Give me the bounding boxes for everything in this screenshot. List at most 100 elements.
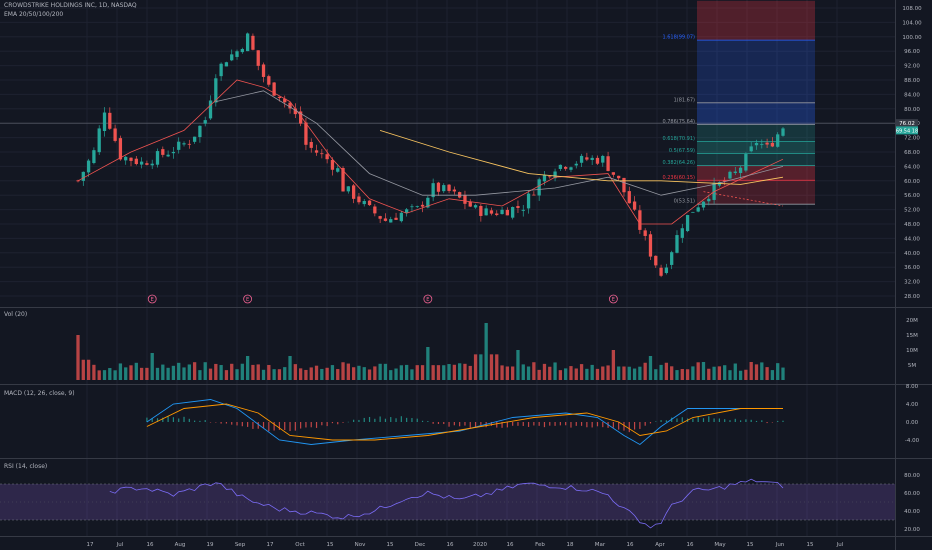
price-axis-tick: 60.00 xyxy=(904,179,920,185)
macd-hist-bar xyxy=(448,422,450,427)
macd-hist-bar xyxy=(660,420,662,422)
price-candle xyxy=(733,171,737,173)
price-candle xyxy=(161,149,165,155)
price-axis-tick: 88.00 xyxy=(904,78,920,84)
macd-hist-bar xyxy=(469,422,471,428)
volume-bar xyxy=(208,368,213,380)
macd-hist-bar xyxy=(713,418,715,422)
volume-bar xyxy=(590,364,594,380)
fib-zone xyxy=(697,180,815,205)
fib-zone xyxy=(697,40,815,103)
macd-hist-bar xyxy=(363,417,365,422)
volume-bar xyxy=(627,366,631,380)
volume-bar xyxy=(760,362,764,380)
volume-bar xyxy=(224,370,229,380)
price-candle xyxy=(145,163,149,165)
time-axis-tick: 16 xyxy=(447,542,454,548)
volume-bar xyxy=(171,365,176,380)
macd-hist-bar xyxy=(655,421,657,422)
earnings-marker-label: E xyxy=(151,297,154,303)
volume-bar xyxy=(479,354,483,380)
price-candle xyxy=(182,143,186,145)
macd-hist-bar xyxy=(151,418,153,422)
volume-bar xyxy=(283,367,287,380)
macd-hist-bar xyxy=(252,422,254,429)
macd-hist-bar xyxy=(761,420,763,422)
price-candle xyxy=(155,151,160,165)
price-candle xyxy=(97,128,101,153)
macd-hist-bar xyxy=(183,416,185,422)
volume-bar xyxy=(670,366,674,380)
macd-pane-title: MACD (12, 26, close, 9) xyxy=(4,390,75,397)
price-candle xyxy=(346,186,350,192)
macd-hist-bar xyxy=(289,422,291,432)
time-axis-tick: 15 xyxy=(807,542,814,548)
fib-zone xyxy=(697,165,815,181)
macd-hist-bar xyxy=(390,417,392,422)
volume-bar xyxy=(532,362,536,380)
macd-hist-bar xyxy=(331,422,334,424)
earnings-marker-label: E xyxy=(426,297,429,303)
macd-hist-bar xyxy=(533,422,535,426)
volume-bar xyxy=(198,370,202,380)
macd-hist-bar xyxy=(162,417,164,422)
rsi-axis-tick: 80.00 xyxy=(904,473,920,479)
macd-hist-bar xyxy=(623,422,625,431)
price-candle xyxy=(516,206,520,208)
macd-axis-tick: 4.00 xyxy=(906,402,919,408)
volume-bar xyxy=(245,356,250,380)
price-candle xyxy=(224,62,229,67)
macd-hist-bar xyxy=(225,422,228,424)
macd-hist-bar xyxy=(755,420,758,422)
time-axis-tick: Jul xyxy=(116,542,124,548)
price-candle xyxy=(479,205,483,216)
price-candle xyxy=(330,159,335,170)
volume-bar xyxy=(595,368,600,380)
macd-hist-bar xyxy=(729,420,731,422)
volume-bar xyxy=(776,363,780,380)
macd-hist-bar xyxy=(575,422,577,426)
fib-level-label: 0.5(67.59) xyxy=(669,148,695,154)
fib-level-label: 0.236(60.15) xyxy=(662,175,695,181)
volume-bar xyxy=(548,366,552,380)
ema200-line xyxy=(703,191,784,207)
price-candle xyxy=(521,209,525,211)
macd-hist-bar xyxy=(156,418,159,422)
volume-bar xyxy=(405,364,409,380)
price-candle xyxy=(410,206,414,208)
macd-hist-bar xyxy=(178,418,180,422)
price-candle xyxy=(511,207,515,218)
price-candle xyxy=(92,150,96,164)
macd-hist-bar xyxy=(586,422,588,428)
macd-hist-bar xyxy=(580,422,583,426)
volume-bar xyxy=(389,370,393,380)
volume-bar xyxy=(81,359,85,380)
volume-bar xyxy=(325,367,329,380)
volume-bar xyxy=(505,366,510,380)
time-axis-tick: 15 xyxy=(327,542,334,548)
macd-hist-bar xyxy=(326,422,328,427)
price-candle xyxy=(304,122,308,145)
price-axis-tick: 40.00 xyxy=(904,251,920,257)
volume-bar xyxy=(362,367,366,380)
price-candle xyxy=(489,210,494,214)
volume-bar xyxy=(261,369,266,380)
volume-bar xyxy=(76,335,80,380)
volume-bar xyxy=(537,369,541,380)
macd-hist-bar xyxy=(432,422,434,424)
price-candle xyxy=(150,163,154,166)
price-candle xyxy=(627,191,631,204)
macd-hist-bar xyxy=(639,422,641,429)
volume-bar xyxy=(373,366,377,380)
macd-hist-bar xyxy=(421,420,424,422)
volume-bar xyxy=(155,367,160,380)
price-candle xyxy=(505,209,510,216)
volume-bar xyxy=(320,368,324,380)
price-axis-tick: 48.00 xyxy=(904,222,920,228)
time-axis-tick: 17 xyxy=(267,542,274,548)
price-candle xyxy=(585,157,589,160)
macd-hist-bar xyxy=(512,422,514,426)
volume-bar xyxy=(696,362,700,380)
macd-hist-bar xyxy=(618,422,620,430)
volume-bar xyxy=(728,370,732,380)
